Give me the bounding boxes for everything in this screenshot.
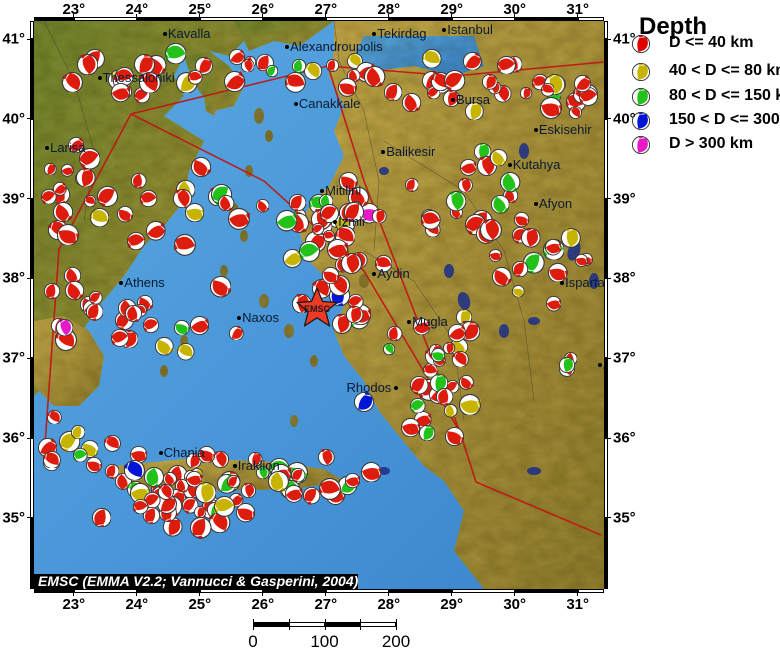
svg-text:EMSC: EMSC bbox=[304, 304, 331, 314]
